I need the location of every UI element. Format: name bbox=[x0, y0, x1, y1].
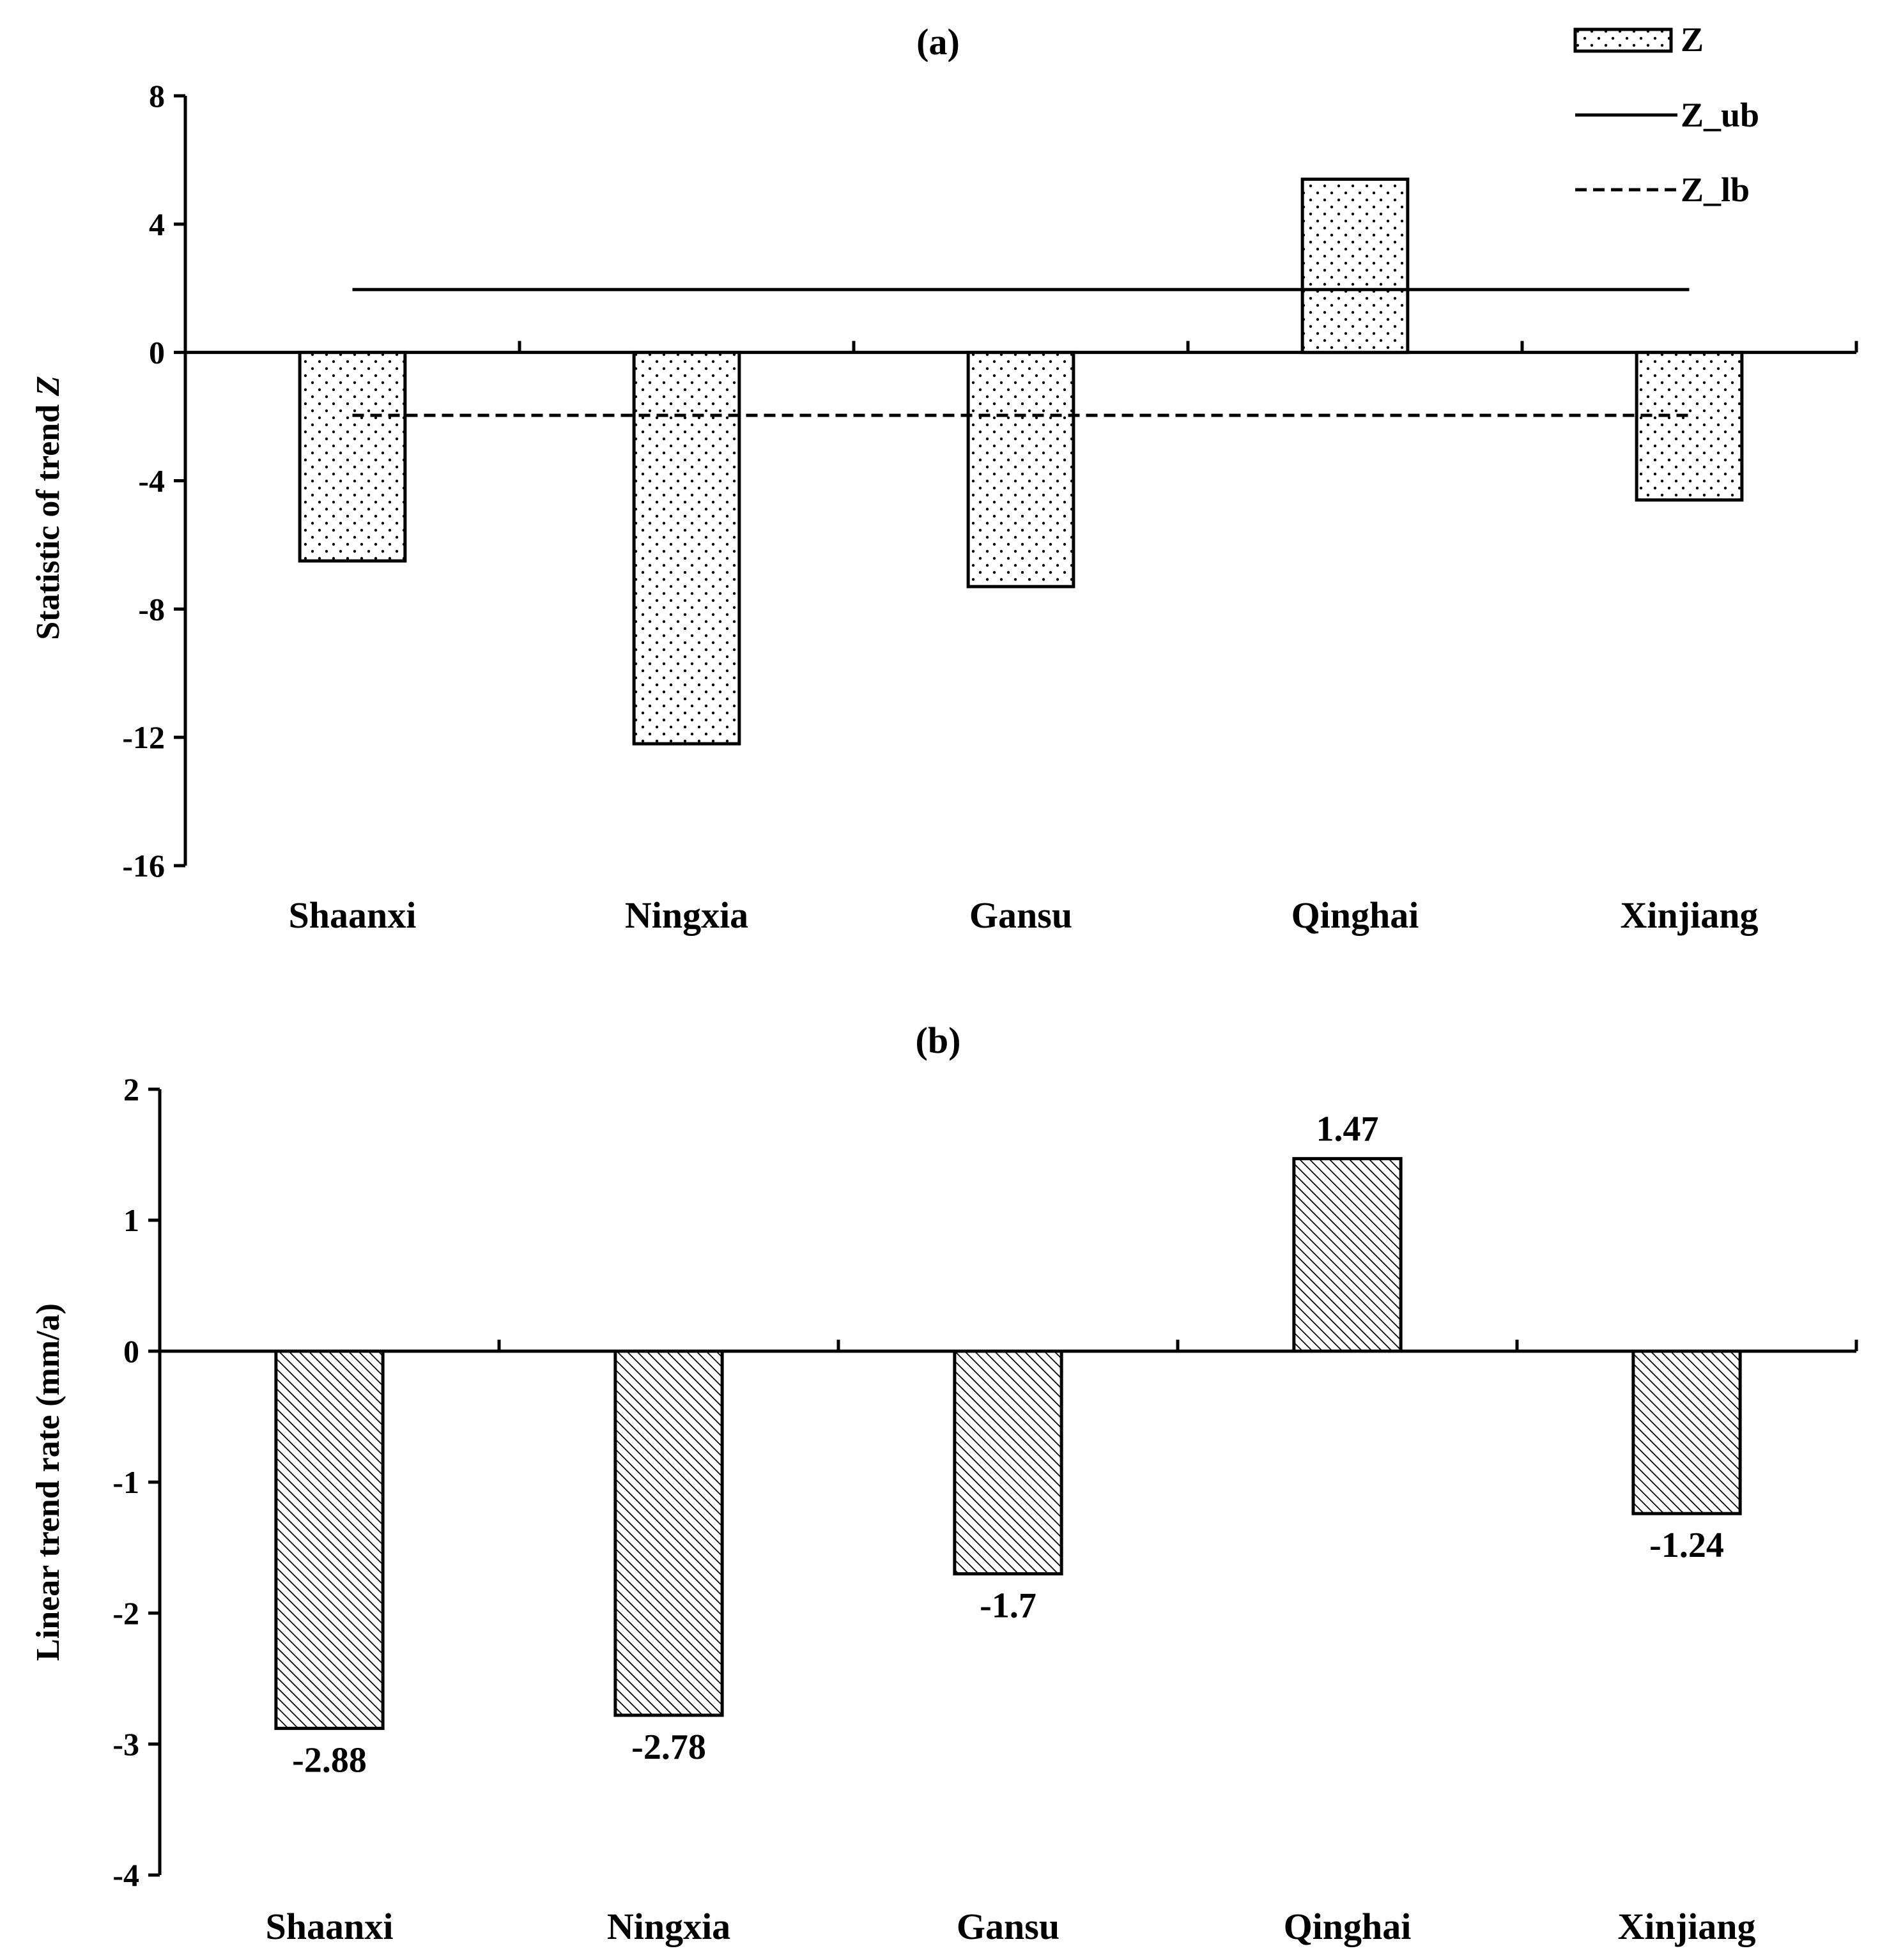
b-data-label-xinjiang: -1.24 bbox=[1649, 1526, 1724, 1565]
legend-label-z-ub: Z_ub bbox=[1681, 96, 1759, 134]
b-category-label-xinjiang: Xinjiang bbox=[1618, 1906, 1756, 1947]
chart-b-bars bbox=[274, 1157, 1742, 1730]
legend-label-z: Z bbox=[1681, 20, 1704, 59]
b-bar-ningxia bbox=[613, 1349, 724, 1717]
chart-b-data-labels: -2.88 -2.78 -1.7 1.47 -1.24 bbox=[292, 1110, 1724, 1780]
b-y-tick-label: 0 bbox=[123, 1333, 139, 1369]
a-y-tick-label: -16 bbox=[122, 848, 165, 884]
b-y-tick-label: -1 bbox=[112, 1464, 139, 1500]
chart-a-y-axis-title-italic: Z bbox=[30, 376, 66, 397]
a-bar-shaanxi bbox=[298, 351, 407, 563]
a-category-label-shaanxi: Shaanxi bbox=[289, 894, 417, 936]
chart-a-title: (a) bbox=[916, 21, 960, 63]
chart-b-y-axis: 2 1 0 -1 -2 -3 -4 bbox=[112, 1071, 162, 1893]
a-y-tick-label: 0 bbox=[149, 335, 165, 371]
b-y-tick-label: 2 bbox=[123, 1071, 139, 1107]
a-bar-qinghai bbox=[1300, 178, 1410, 355]
legend-label-z-lb: Z_lb bbox=[1681, 171, 1750, 209]
b-bar-xinjiang bbox=[1631, 1349, 1742, 1515]
b-y-tick-label: -3 bbox=[112, 1726, 139, 1762]
chart-a-threshold-lines bbox=[352, 287, 1690, 417]
b-data-label-ningxia: -2.78 bbox=[631, 1727, 706, 1767]
a-bar-ningxia bbox=[632, 351, 741, 746]
b-bar-qinghai bbox=[1292, 1157, 1403, 1353]
b-bar-gansu bbox=[953, 1349, 1063, 1575]
chart-panel-b: (b) Linear trend rate (mm/a) 2 1 0 -1 -2 -3 -4… bbox=[30, 1020, 1858, 1947]
b-data-label-qinghai: 1.47 bbox=[1316, 1110, 1379, 1149]
b-y-tick-label: -4 bbox=[112, 1857, 139, 1893]
a-bar-gansu bbox=[966, 351, 1075, 588]
b-bar-shaanxi bbox=[274, 1349, 385, 1730]
chart-panel-a: (a) Statistic of trend Z 8 4 0 -4 -8 -12 -16 S… bbox=[30, 20, 1858, 936]
b-category-label-shaanxi: Shaanxi bbox=[266, 1906, 394, 1947]
chart-b-title: (b) bbox=[916, 1020, 961, 1061]
a-y-tick-label: 8 bbox=[149, 78, 165, 114]
chart-a-legend: Z Z_ub Z_lb bbox=[1573, 20, 1759, 209]
b-category-label-qinghai: Qinghai bbox=[1284, 1906, 1412, 1947]
chart-b-y-axis-title: Linear trend rate (mm/a) bbox=[30, 1303, 66, 1661]
a-bar-xinjiang bbox=[1635, 351, 1744, 502]
a-category-label-gansu: Gansu bbox=[969, 894, 1072, 936]
a-y-tick-label: -12 bbox=[122, 719, 165, 755]
a-category-label-xinjiang: Xinjiang bbox=[1621, 894, 1759, 936]
a-y-tick-label: -8 bbox=[138, 591, 165, 627]
a-y-tick-label: 4 bbox=[149, 206, 165, 242]
chart-b-x-axis: Shaanxi Ningxia Gansu Qinghai Xinjiang bbox=[160, 1340, 1858, 1947]
b-data-label-shaanxi: -2.88 bbox=[292, 1740, 367, 1780]
b-category-label-ningxia: Ningxia bbox=[607, 1906, 730, 1947]
b-y-tick-label: -2 bbox=[112, 1595, 139, 1631]
b-y-tick-label: 1 bbox=[123, 1202, 139, 1238]
b-category-label-gansu: Gansu bbox=[957, 1906, 1059, 1947]
a-category-label-ningxia: Ningxia bbox=[625, 894, 748, 936]
chart-a-bars bbox=[298, 178, 1744, 746]
chart-a-y-axis-title: Statistic of trend Z bbox=[30, 376, 66, 640]
chart-a-y-axis: 8 4 0 -4 -8 -12 -16 bbox=[122, 78, 187, 884]
chart-a-y-axis-title-text: Statistic of trend bbox=[30, 396, 66, 640]
b-data-label-gansu: -1.7 bbox=[980, 1586, 1036, 1626]
a-y-tick-label: -4 bbox=[138, 463, 165, 499]
a-category-label-qinghai: Qinghai bbox=[1291, 894, 1419, 936]
legend-swatch-z bbox=[1573, 27, 1673, 53]
